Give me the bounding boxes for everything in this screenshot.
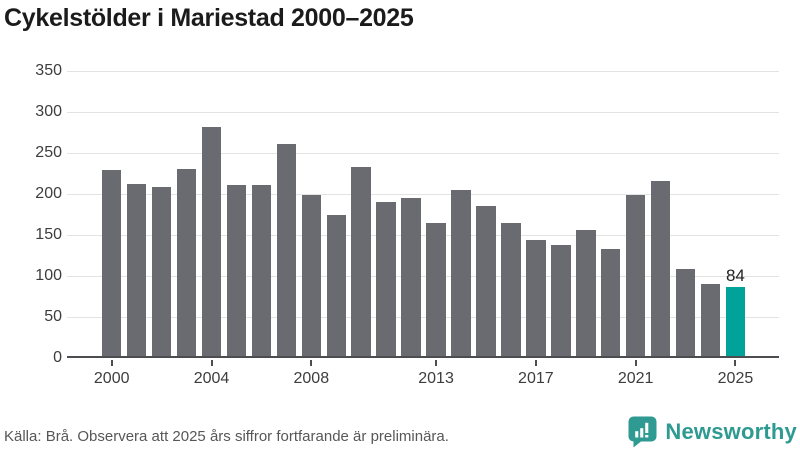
- y-axis-label-300: 300: [35, 103, 62, 120]
- x-tick-2000: [110, 360, 113, 366]
- bar-value-label: 84: [725, 266, 745, 286]
- newsworthy-logo: Newsworthy: [627, 415, 797, 448]
- plot-area: [67, 70, 779, 366]
- chart-title: Cykelstölder i Mariestad 2000–2025: [4, 4, 414, 32]
- y-axis-label-0: 0: [53, 349, 62, 366]
- bar-2020: [600, 249, 621, 356]
- gridline-150: [67, 234, 779, 236]
- bar-2011: [376, 201, 396, 356]
- bar-2017: [526, 239, 546, 356]
- bar-2003: [176, 169, 197, 356]
- bar-2023: [675, 269, 696, 356]
- bar-2004: [201, 127, 222, 356]
- gridline-350: [67, 70, 779, 72]
- x-tick-2008: [310, 360, 313, 366]
- bar-2008: [301, 195, 322, 356]
- x-axis-label-2008: 2008: [293, 370, 330, 387]
- x-tick-2021: [634, 360, 637, 366]
- bar-2010: [351, 167, 371, 356]
- x-tick-2025: [734, 360, 737, 366]
- gridline-250: [67, 152, 779, 154]
- x-tick-2013: [435, 360, 438, 366]
- y-axis-label-350: 350: [35, 62, 62, 79]
- bar-2015: [476, 205, 496, 356]
- gridline-100: [67, 275, 779, 277]
- bar-2018: [551, 245, 571, 356]
- gridline-50: [67, 316, 779, 318]
- bar-2022: [650, 180, 671, 356]
- y-axis-label-50: 50: [44, 308, 62, 325]
- x-tick-2004: [210, 360, 213, 366]
- bar-2000: [101, 169, 122, 356]
- source-note: Källa: Brå. Observera att 2025 års siffr…: [4, 428, 449, 445]
- bar-2016: [501, 223, 521, 356]
- gridline-200: [67, 193, 779, 195]
- bar-2002: [151, 187, 172, 356]
- x-axis-label-2025: 2025: [717, 370, 754, 387]
- speech-bubble-bar-chart-icon: [627, 415, 658, 448]
- x-axis-label-2021: 2021: [617, 370, 654, 387]
- bar-2021: [625, 195, 646, 356]
- bar-2006: [251, 184, 272, 356]
- bar-2014: [451, 190, 471, 356]
- y-axis-label-100: 100: [35, 267, 62, 284]
- bar-2013: [426, 223, 446, 356]
- bar-2012: [401, 197, 421, 356]
- x-axis-label-2000: 2000: [93, 370, 130, 387]
- x-axis-label-2013: 2013: [418, 370, 454, 387]
- bar-2024: [700, 283, 721, 356]
- x-axis-label-2017: 2017: [518, 370, 554, 387]
- x-axis-label-2004: 2004: [193, 370, 230, 387]
- bar-2007: [276, 144, 297, 356]
- bar-2025: [725, 287, 746, 356]
- bar-2001: [126, 183, 147, 356]
- bar-2005: [226, 184, 247, 356]
- bar-2009: [326, 214, 346, 356]
- y-axis-label-150: 150: [35, 226, 62, 243]
- logo-text: Newsworthy: [665, 418, 797, 444]
- y-axis-label-200: 200: [35, 185, 62, 202]
- y-axis-label-250: 250: [35, 144, 62, 161]
- gridline-300: [67, 111, 779, 113]
- bar-2019: [576, 229, 596, 356]
- x-tick-2017: [534, 360, 537, 366]
